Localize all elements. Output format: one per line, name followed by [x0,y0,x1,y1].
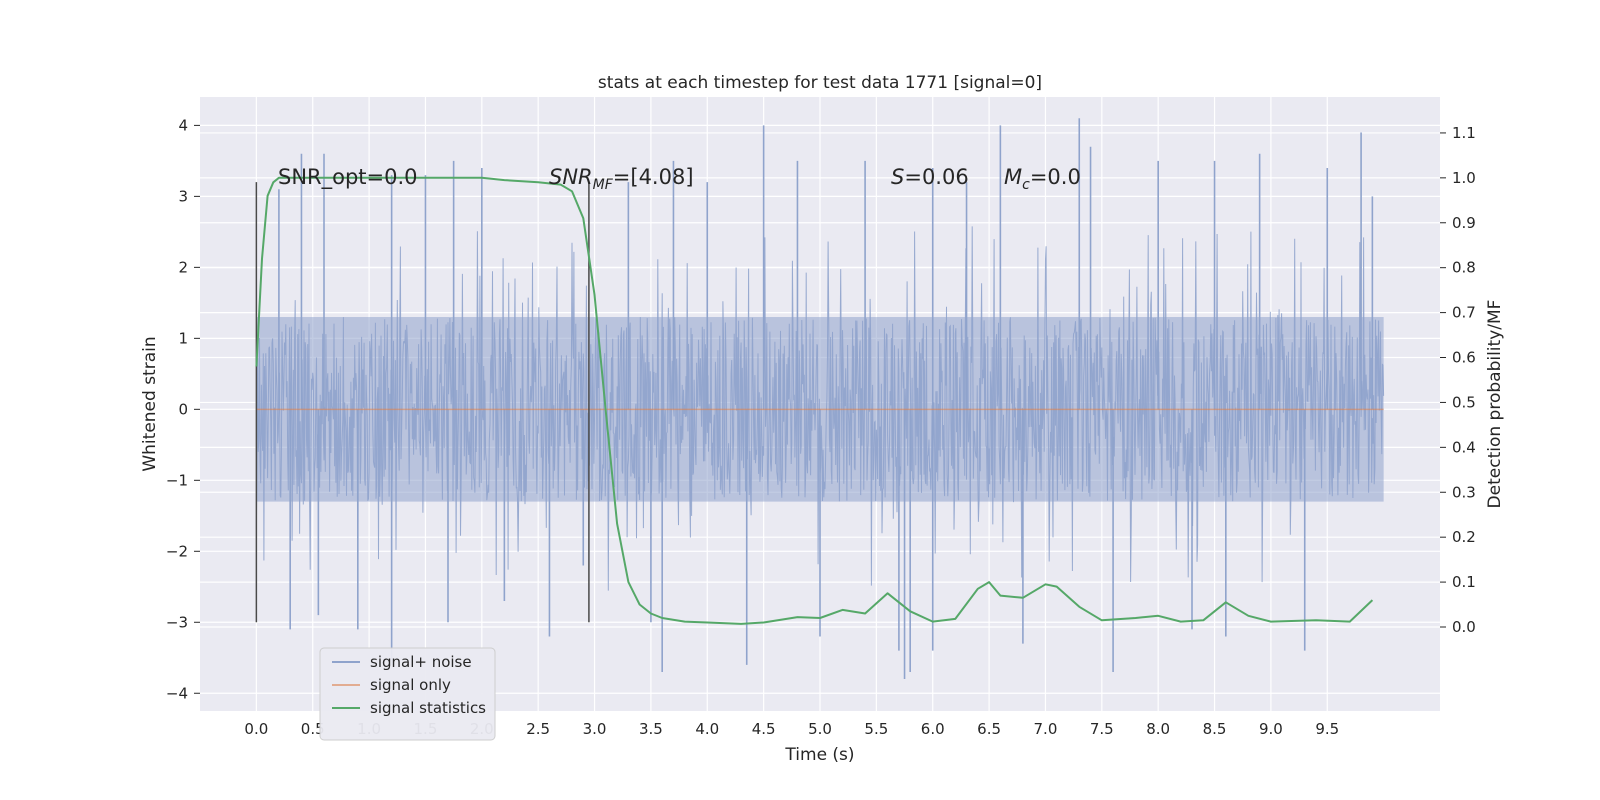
annotation-snr-mf-sub: MF [593,177,614,193]
y2-tick-label: 1.0 [1452,169,1476,187]
x-tick-label: 0.5 [301,720,325,738]
y2-tick-label: 0.7 [1452,304,1476,322]
y-tick-label: −3 [166,613,188,631]
y-tick-label: 3 [178,187,188,205]
x-tick-label: 4.5 [752,720,776,738]
annotation-mc-sub: c [1022,177,1030,193]
x-tick-label: 3.0 [583,720,607,738]
annotation-snr-mf: SNRMF=[4.08] [549,165,694,193]
annotation-snr-mf-value: =[4.08] [613,165,694,189]
y2-tick-label: 0.5 [1452,393,1476,411]
legend: signal+ noise signal only signal statist… [319,647,496,741]
y-axis-ticks: 4 3 2 1 0 −1 −2 −3 −4 [166,116,200,702]
annotation-snr-opt: SNR_opt=0.0 [278,165,418,190]
y2-tick-label: 0.3 [1452,483,1476,501]
annotation-s-name: S [891,165,904,189]
y2-tick-label: 0.8 [1452,259,1476,277]
annotation-s: S=0.06 [891,165,969,189]
y-axis-label: Whitened strain [140,336,160,471]
legend-label-signal-statistics: signal statistics [370,699,486,717]
annotation-mc-value: =0.0 [1030,165,1081,189]
y2-tick-label: 0.4 [1452,438,1476,456]
legend-label-signal-noise: signal+ noise [370,653,472,671]
annotation-mc-name: M [1004,165,1022,189]
y2-tick-label: 1.1 [1452,124,1476,142]
y2-tick-label: 0.1 [1452,573,1476,591]
y-tick-label: −4 [166,684,188,702]
y-tick-label: −1 [166,471,188,489]
signal-statistics-line [255,176,1374,625]
y2-tick-label: 0.9 [1452,214,1476,232]
y-tick-label: 4 [178,116,188,134]
y-tick-label: 0 [178,400,188,418]
y2-axis-ticks: 1.1 1.0 0.9 0.8 0.7 0.6 0.5 0.4 0.3 0.2 0.1 0.0 [1440,124,1476,636]
x-tick-label: 4.0 [695,720,719,738]
series-signal-statistics [255,176,1374,625]
y2-axis-label: Detection probability/MF [1485,300,1505,509]
x-tick-label: 8.5 [1203,720,1227,738]
x-tick-label: 3.5 [639,720,663,738]
x-tick-label: 0.0 [244,720,268,738]
x-tick-label: 7.5 [1090,720,1114,738]
x-tick-label: 8.0 [1146,720,1170,738]
x-axis-label: Time (s) [784,745,854,765]
y2-tick-label: 0.2 [1452,528,1476,546]
x-tick-label: 5.0 [808,720,832,738]
y-tick-label: 2 [178,258,188,276]
legend-label-signal-only: signal only [370,676,451,694]
y2-tick-label: 0.6 [1452,349,1476,367]
y-tick-label: 1 [178,329,188,347]
x-tick-label: 6.5 [977,720,1001,738]
x-tick-label: 9.5 [1315,720,1339,738]
legend-box [319,647,496,741]
x-tick-label: 6.0 [921,720,945,738]
x-tick-label: 5.5 [864,720,888,738]
y-tick-label: −2 [166,542,188,560]
x-tick-label: 2.5 [526,720,550,738]
chart-title: stats at each timestep for test data 177… [598,73,1042,93]
y2-tick-label: 0.0 [1452,618,1476,636]
x-tick-label: 7.0 [1034,720,1058,738]
annotation-s-value: =0.06 [904,165,968,189]
x-tick-label: 9.0 [1259,720,1283,738]
annotation-snr-mf-name: SNR [549,165,593,189]
annotation-mc: Mc=0.0 [1004,165,1081,193]
